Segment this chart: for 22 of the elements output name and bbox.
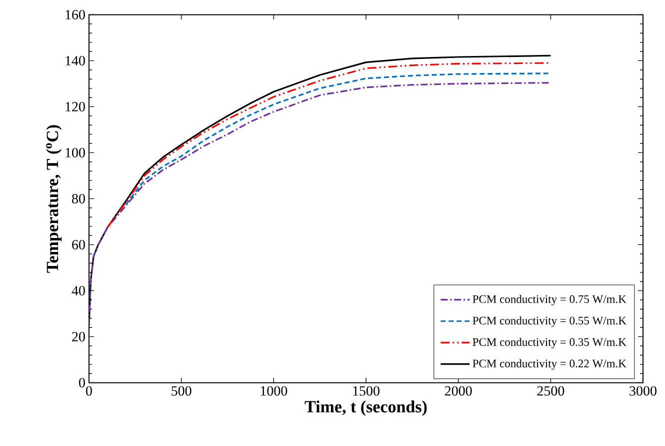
y-tick-label: 100 [66,148,85,158]
legend-label: PCM conductivity = 0.75 W/m.K [472,294,626,306]
x-tick-label: 2000 [444,386,472,396]
y-tick-label: 20 [72,332,85,342]
y-tick-label: 40 [72,286,85,296]
y-tick-label: 160 [66,10,85,20]
legend-label: PCM conductivity = 0.22 W/m.K [472,359,626,370]
x-tick-label: 1500 [353,386,380,396]
legend-label: PCM conductivity = 0.35 W/m.K [472,338,626,348]
x-tick-label: 3000 [630,386,656,396]
y-tick-label: 120 [66,102,85,112]
x-tick-label: 500 [172,386,192,396]
y-tick-label: 60 [72,240,85,250]
y-tick-label: 80 [72,194,85,204]
y-tick-label: 0 [79,378,85,388]
y-tick-label: 140 [66,56,85,66]
x-tick-label: 0 [86,386,92,396]
x-tick-label: 2500 [537,386,564,396]
x-tick-label: 1000 [260,386,288,396]
x-axis-title: Time, t (seconds) [304,400,427,416]
legend-label: PCM conductivity = 0.55 W/m.K [472,316,626,327]
y-axis-title: Temperature, T ($^{o}$C) [46,125,62,273]
